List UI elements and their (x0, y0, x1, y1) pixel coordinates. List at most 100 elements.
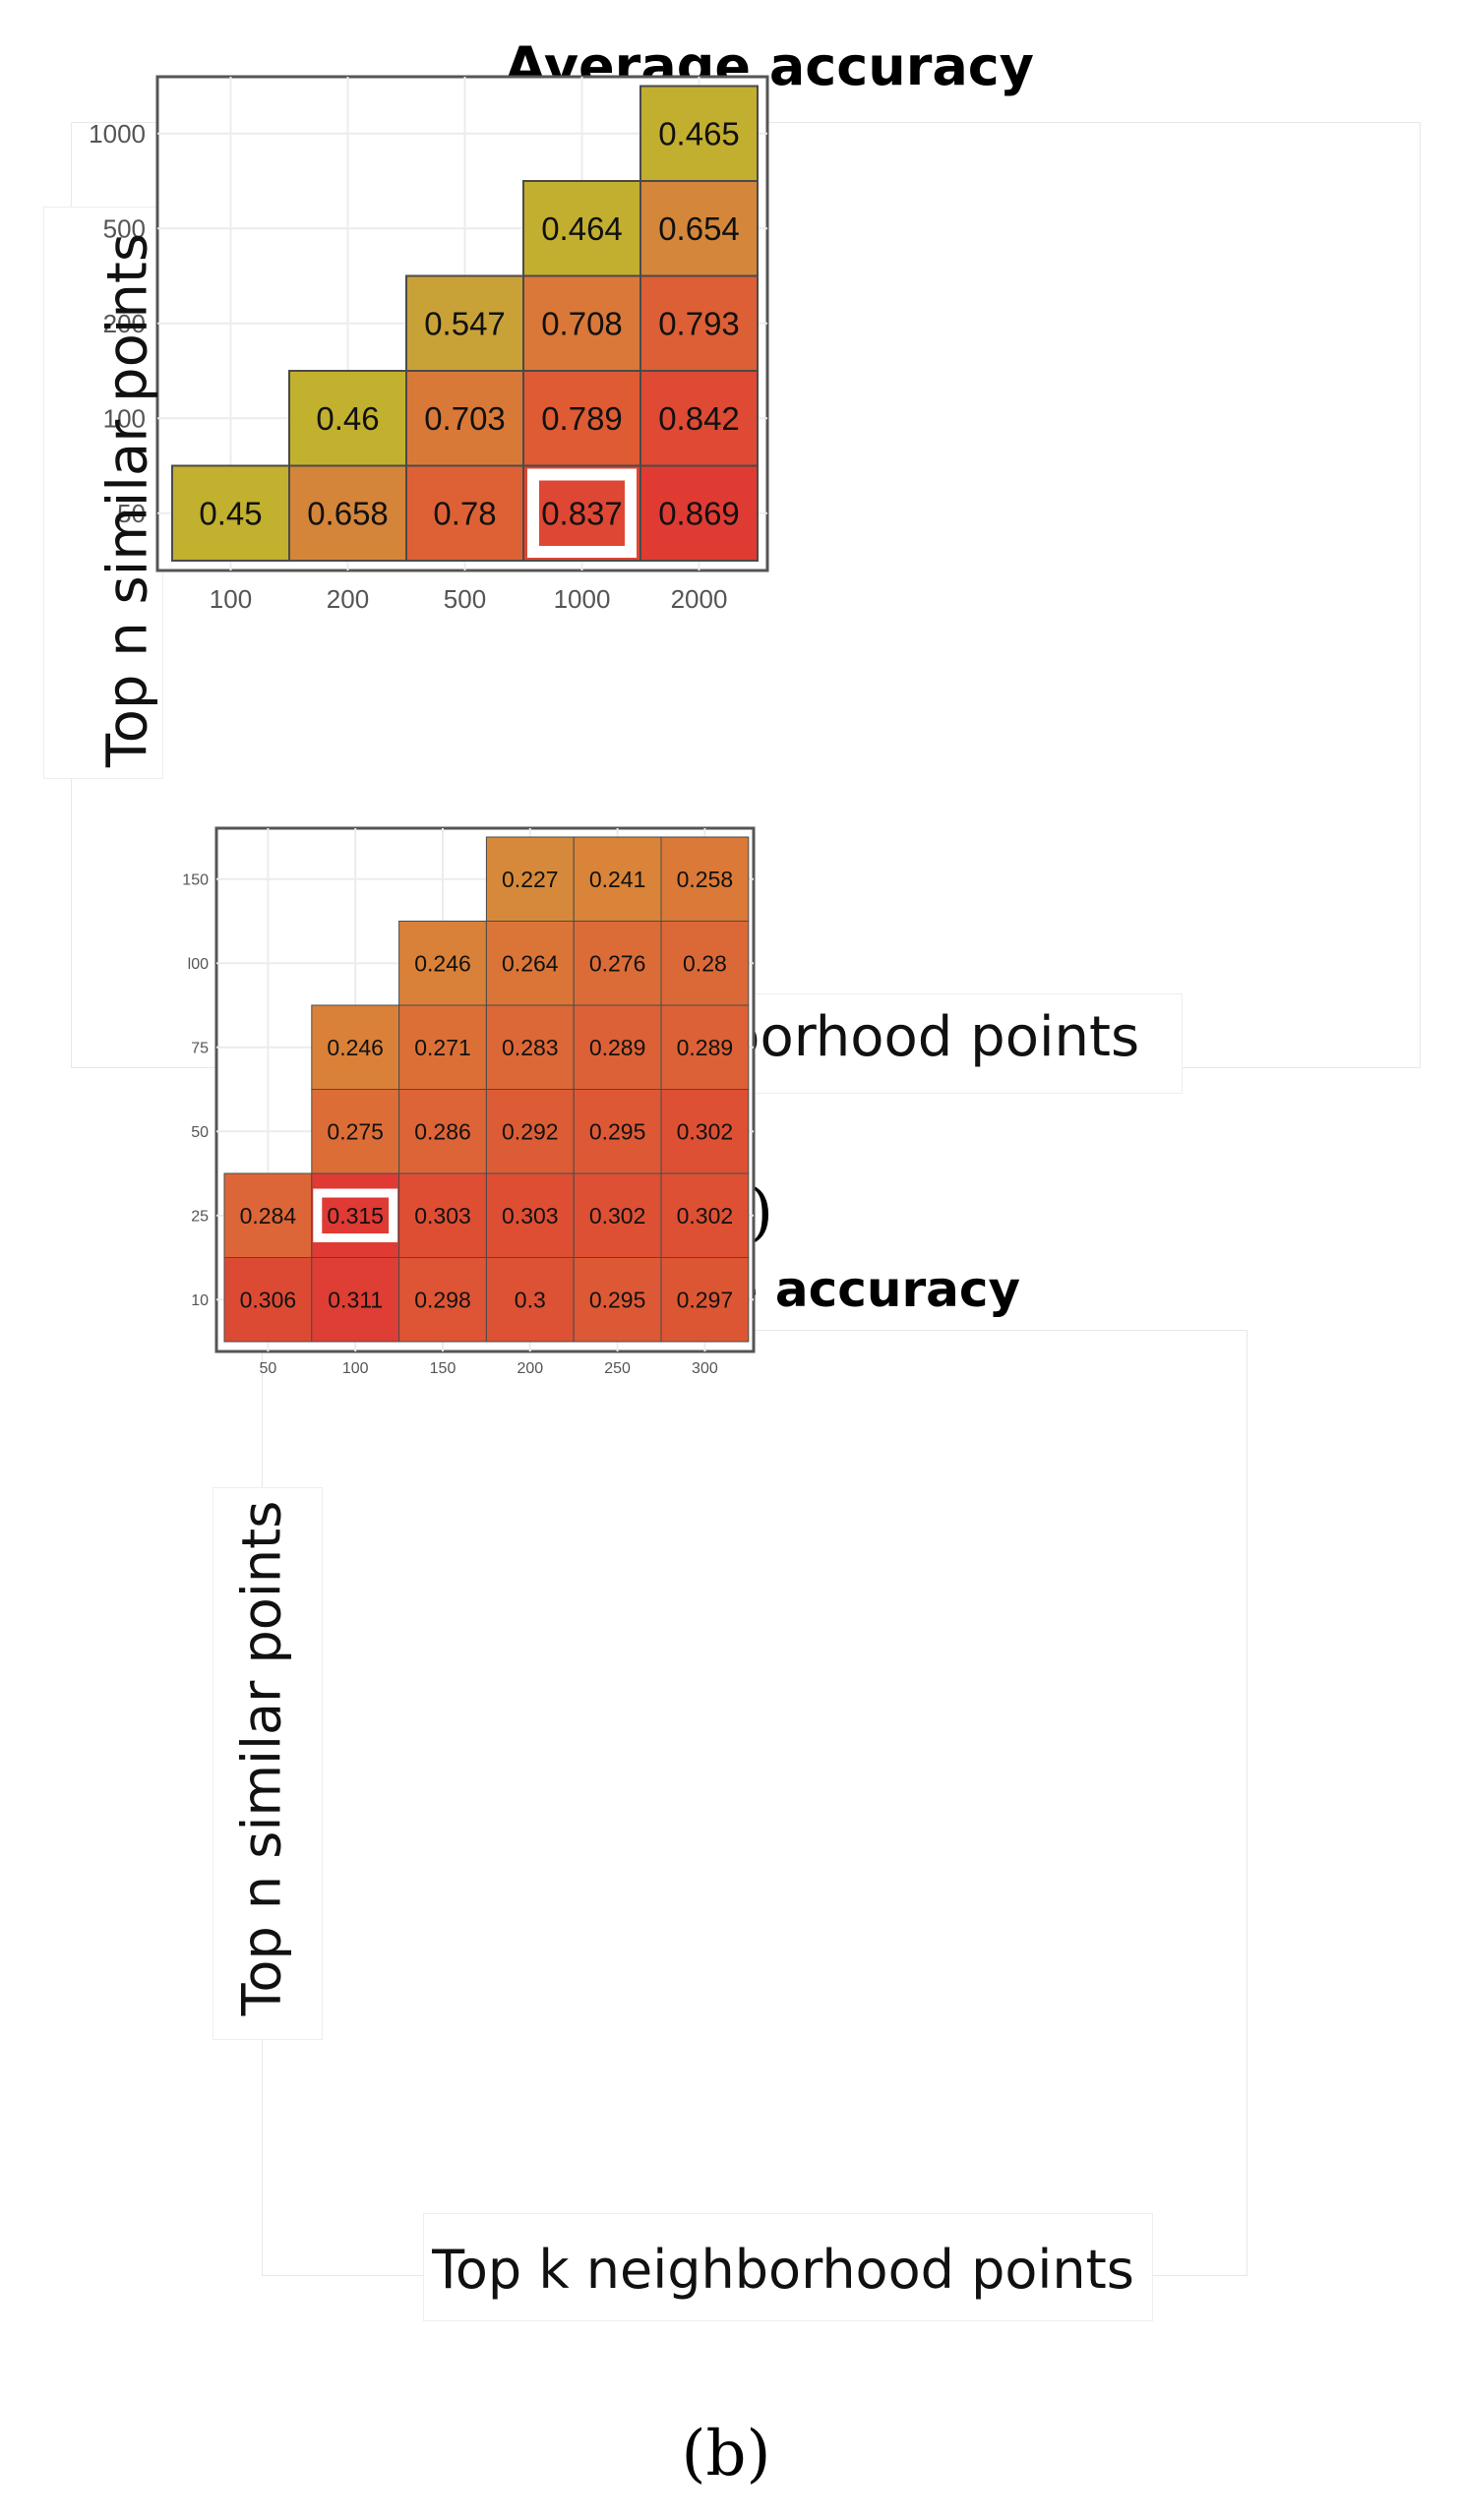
panel-b-cell (485, 1257, 575, 1343)
panel-b-x-axis-label: Top k neighborhood points (432, 2239, 1134, 2301)
panel-a-cell-value: 0.464 (541, 210, 623, 247)
panel-b-cell-value: 0.302 (589, 1203, 646, 1229)
panel-a-cell-value: 0.658 (307, 496, 389, 532)
panel-b-cell (660, 921, 750, 1006)
panel-a-cell (522, 274, 641, 372)
panel-b-cell (398, 1089, 487, 1174)
panel-a-cell-value: 0.793 (658, 306, 740, 342)
panel-a-y-tick-label: 1000 (89, 119, 146, 149)
panel-b-cell-value: 0.246 (414, 951, 471, 977)
panel-a-cell (639, 370, 759, 467)
panel-b-y-tick-label: 10 (191, 1292, 209, 1309)
panel-b-cell-value: 0.302 (677, 1203, 734, 1229)
panel-b-cell-value: 0.284 (240, 1203, 297, 1229)
panel-b-cell (398, 1004, 487, 1090)
panel-a-cell (522, 370, 641, 467)
panel-a-cell (405, 370, 524, 467)
panel-b-ylabel-frame (213, 1487, 323, 2040)
panel-b-xlabel-frame (423, 2213, 1153, 2321)
panel-a-x-tick-label: 500 (444, 584, 486, 614)
panel-a-cell (639, 180, 759, 277)
panel-a-y-tick-label: 500 (103, 214, 146, 244)
panel-a-cell-value: 0.46 (316, 400, 379, 437)
panel-b-cell-value: 0.283 (502, 1035, 559, 1060)
panel-b-cell (398, 921, 487, 1006)
panel-b-frame (262, 1330, 1247, 2276)
panel-a-cell (639, 274, 759, 372)
panel-a-cell-value: 0.547 (424, 306, 506, 342)
panel-b-cell (660, 1004, 750, 1090)
panel-b-highlight-box (313, 1188, 398, 1242)
panel-a-x-tick-label: 100 (210, 584, 252, 614)
panel-a-cell (522, 180, 641, 277)
panel-b-cell-value: 0.315 (327, 1203, 384, 1229)
panel-a-cell-value: 0.837 (541, 496, 623, 532)
panel-b-cell (311, 1004, 400, 1090)
panel-a-y-tick-label: 100 (103, 404, 146, 434)
panel-a-cell (288, 370, 407, 467)
panel-b-cell-value: 0.3 (515, 1288, 546, 1313)
panel-b-x-tick-label: 300 (692, 1360, 718, 1377)
panel-b-cell-value: 0.298 (414, 1288, 471, 1313)
panel-a-cell-value: 0.789 (541, 400, 623, 437)
panel-b-cell-value: 0.275 (327, 1119, 384, 1145)
panel-b-cell (660, 836, 750, 922)
panel-b-x-tick-label: 100 (342, 1360, 369, 1377)
panel-a-cell-value: 0.869 (658, 496, 740, 532)
panel-a-x-tick-label: 2000 (671, 584, 728, 614)
panel-a-cell (288, 464, 407, 562)
panel-a-cell (522, 464, 641, 562)
panel-b-cell-value: 0.303 (502, 1203, 559, 1229)
panel-b-cell (485, 836, 575, 922)
panel-a-cell-value: 0.703 (424, 400, 506, 437)
panel-a-cell-value: 0.708 (541, 306, 623, 342)
panel-b-cell-value: 0.271 (414, 1035, 471, 1060)
panel-b-cell (660, 1257, 750, 1343)
panel-a-cell-value: 0.45 (199, 496, 262, 532)
panel-a-cell (171, 464, 290, 562)
panel-b-cell (398, 1257, 487, 1343)
panel-b-y-axis-label: Top n similar points (230, 1500, 293, 2016)
panel-b-cell (311, 1089, 400, 1174)
panel-b-cell-value: 0.306 (240, 1288, 297, 1313)
panel-b-cell (485, 1004, 575, 1090)
panel-b-cell-value: 0.241 (589, 867, 646, 892)
panel-a-y-tick-label: 200 (103, 309, 146, 338)
panel-a-cell (639, 85, 759, 182)
panel-b-cell-value: 0.28 (683, 951, 727, 977)
panel-b-y-tick-label: l00 (188, 956, 209, 973)
panel-b-cell-value: 0.246 (327, 1035, 384, 1060)
panel-b-y-tick-label: 75 (191, 1041, 209, 1057)
panel-a-cell-value: 0.654 (658, 210, 740, 247)
panel-b-y-tick-label: 150 (182, 872, 209, 889)
panel-a-cell (639, 464, 759, 562)
panel-b-cell (485, 1172, 575, 1258)
panel-b-cell-value: 0.295 (589, 1288, 646, 1313)
panel-b-x-tick-label: 200 (517, 1360, 543, 1377)
panel-b-cell-value: 0.289 (589, 1035, 646, 1060)
panel-b-cell-value: 0.292 (502, 1119, 559, 1145)
panel-a-ylabel-frame (43, 207, 163, 779)
panel-a-x-tick-label: 1000 (554, 584, 611, 614)
panel-b-cell-value: 0.302 (677, 1119, 734, 1145)
panel-b-cell (485, 921, 575, 1006)
panel-a-cell-value: 0.78 (433, 496, 496, 532)
panel-b-cell (311, 1257, 400, 1343)
panel-b-cell-value: 0.276 (589, 951, 646, 977)
panel-a-highlight-box (527, 468, 637, 558)
panel-b-cell-value: 0.258 (677, 867, 734, 892)
panel-a-cell-value: 0.842 (658, 400, 740, 437)
panel-b-cell-value: 0.264 (502, 951, 559, 977)
panel-b-cell-value: 0.311 (328, 1288, 383, 1313)
panel-b-cell-value: 0.297 (677, 1288, 734, 1313)
panel-a-heatmap: 0.45 0.658 0.46 0.78 0.703 0.547 0.837 0.789 0.7… (89, 75, 769, 614)
panel-b-caption: (b) (681, 2418, 771, 2490)
panel-b-y-tick-label: 25 (191, 1209, 209, 1226)
panel-b-cell (573, 1004, 662, 1090)
panel-b-x-tick-label: 50 (260, 1360, 277, 1377)
panel-a-cell-value: 0.465 (658, 116, 740, 152)
panel-b-cell-value: 0.303 (414, 1203, 471, 1229)
panel-b-cell (223, 1172, 313, 1258)
